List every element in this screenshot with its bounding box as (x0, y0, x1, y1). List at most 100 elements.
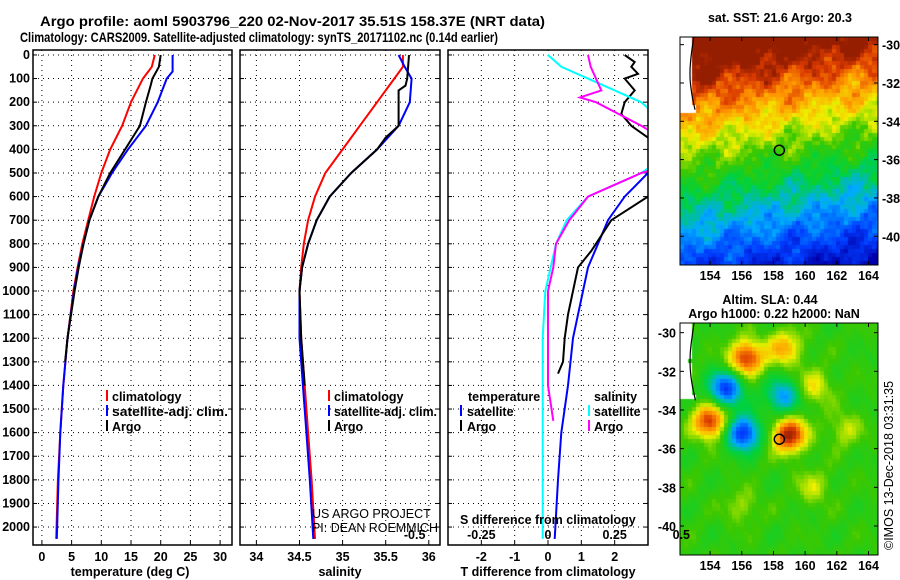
differences-panel (447, 49, 649, 546)
depth-tick-label: 1800 (2, 473, 30, 487)
x-tick-label: 34.5 (287, 550, 311, 564)
lon-tick-label: 162 (826, 269, 847, 283)
x-tick-label: 35.5 (374, 550, 398, 564)
x-tick-label: 36 (422, 550, 436, 564)
x-tick-label: 1 (578, 550, 585, 564)
depth-tick-label: 800 (9, 237, 30, 251)
profile-location-marker (773, 144, 786, 156)
sst-map-axes (679, 36, 879, 266)
x-axis-label-salinity: salinity (318, 565, 361, 579)
legend-label: satellite-adj. clim. (334, 405, 437, 419)
s-tick-label: 0.25 (602, 528, 626, 542)
x-axis-label-t-difference: T difference from climatology (460, 565, 635, 579)
profile-location-marker (773, 433, 786, 445)
temperature-legend: climatology satellite-adj. clim. Argo (106, 390, 228, 434)
depth-tick-label: 100 (9, 72, 30, 86)
depth-tick-label: 1400 (2, 378, 30, 392)
legend-swatch-argo (106, 420, 108, 431)
legend-title-temperature: temperature (468, 390, 540, 404)
sst-map-image (680, 37, 878, 265)
lat-tick-label: -30 (882, 39, 900, 53)
legend-label: Argo (112, 420, 142, 434)
x-tick-label: 35 (336, 550, 350, 564)
legend-label: Argo (594, 420, 624, 434)
x-tick-label: 20 (154, 550, 168, 564)
legend-swatch-satellite (106, 405, 108, 416)
legend-label: climatology (334, 390, 404, 404)
legend-swatch-t-satellite (460, 405, 462, 416)
depth-tick-label: 300 (9, 119, 30, 133)
s-tick-label: -0.25 (467, 528, 496, 542)
series-line-temperature-argo (557, 54, 648, 374)
depth-tick-label: 1700 (2, 449, 30, 463)
depth-tick-label: 900 (9, 260, 30, 274)
x-axis-label-temperature: temperature (deg C) (71, 565, 190, 579)
legend-swatch-climatology (106, 390, 108, 401)
lon-tick-label: 160 (795, 559, 816, 573)
lon-tick-label: 162 (826, 559, 847, 573)
sst-map-title: sat. SST: 21.6 Argo: 20.3 (708, 11, 852, 25)
lon-tick-label: 164 (858, 269, 879, 283)
legend-swatch-argo (328, 420, 330, 431)
depth-tick-label: 1500 (2, 402, 30, 416)
lat-tick-label: -40 (658, 520, 676, 534)
lat-tick-label: -40 (882, 230, 900, 244)
legend-label: Argo (467, 420, 497, 434)
sla-map-image (680, 323, 878, 555)
series-line-argo (298, 54, 410, 386)
depth-tick-label: 1300 (2, 355, 30, 369)
lat-tick-label: -36 (882, 154, 900, 168)
salinity-panel (239, 49, 441, 546)
series-line-salinity-satellite (541, 54, 648, 539)
lat-tick-label: -34 (658, 404, 676, 418)
s-axis-label: S difference from climatology (460, 513, 636, 527)
depth-tick-label: 1100 (3, 308, 30, 322)
coastline (689, 36, 696, 110)
map-frame (679, 322, 879, 556)
depth-tick-label: 500 (9, 166, 30, 180)
legend-swatch-s-argo (588, 420, 590, 431)
depth-tick-label: 200 (9, 95, 30, 109)
x-tick-label: 0 (545, 550, 552, 564)
series-line-salinity-argo (547, 54, 648, 421)
pi-credit: PI: DEAN ROEMMICH (312, 521, 438, 535)
legend-label: satellite (467, 405, 514, 419)
x-tick-label: 2 (611, 550, 618, 564)
x-tick-label: -2 (476, 550, 487, 564)
lat-tick-label: -36 (658, 443, 676, 457)
lon-tick-label: 154 (700, 559, 721, 573)
lat-tick-label: -32 (658, 365, 676, 379)
lon-tick-label: 160 (795, 269, 816, 283)
s-tick-label: -0.5 (404, 528, 426, 542)
x-tick-label: -1 (509, 550, 520, 564)
x-tick-label: 25 (183, 550, 197, 564)
depth-tick-label: 1600 (2, 426, 30, 440)
x-tick-label: 5 (68, 550, 75, 564)
lon-tick-label: 156 (731, 269, 752, 283)
series-line-climatology (298, 55, 404, 539)
series-line-climatology (55, 54, 156, 539)
panel-frame (447, 49, 649, 546)
lon-tick-label: 154 (700, 269, 721, 283)
lat-tick-label: -38 (658, 481, 676, 495)
lon-tick-label: 158 (763, 559, 784, 573)
lon-tick-label: 158 (763, 269, 784, 283)
legend-swatch-s-satellite (588, 405, 590, 416)
x-tick-label: 0 (38, 550, 45, 564)
legend-swatch-climatology (328, 390, 330, 401)
temperature-panel (32, 49, 233, 546)
x-tick-label: 15 (124, 550, 138, 564)
legend-swatch-satellite (328, 405, 330, 416)
sla-map-subtitle: Argo h1000: 0.22 h2000: NaN (688, 307, 860, 321)
project-credit: US ARGO PROJECT (312, 507, 431, 521)
x-tick-label: 10 (94, 550, 108, 564)
title-line-1: Argo profile: aoml 5903796_220 02-Nov-20… (40, 13, 545, 29)
series-line-temperature-satellite (553, 171, 648, 539)
legend-label: satellite (594, 405, 641, 419)
series-line-argo (64, 54, 162, 362)
x-tick-label: 30 (213, 550, 227, 564)
series-line-satellite-adj-clim- (298, 54, 413, 539)
imos-watermark: ©IMOS 13-Dec-2018 03:31:35 (882, 381, 896, 550)
title-line-2: Climatology: CARS2009. Satellite-adjuste… (20, 29, 498, 45)
legend-label: satellite-adj. clim. (112, 405, 228, 419)
